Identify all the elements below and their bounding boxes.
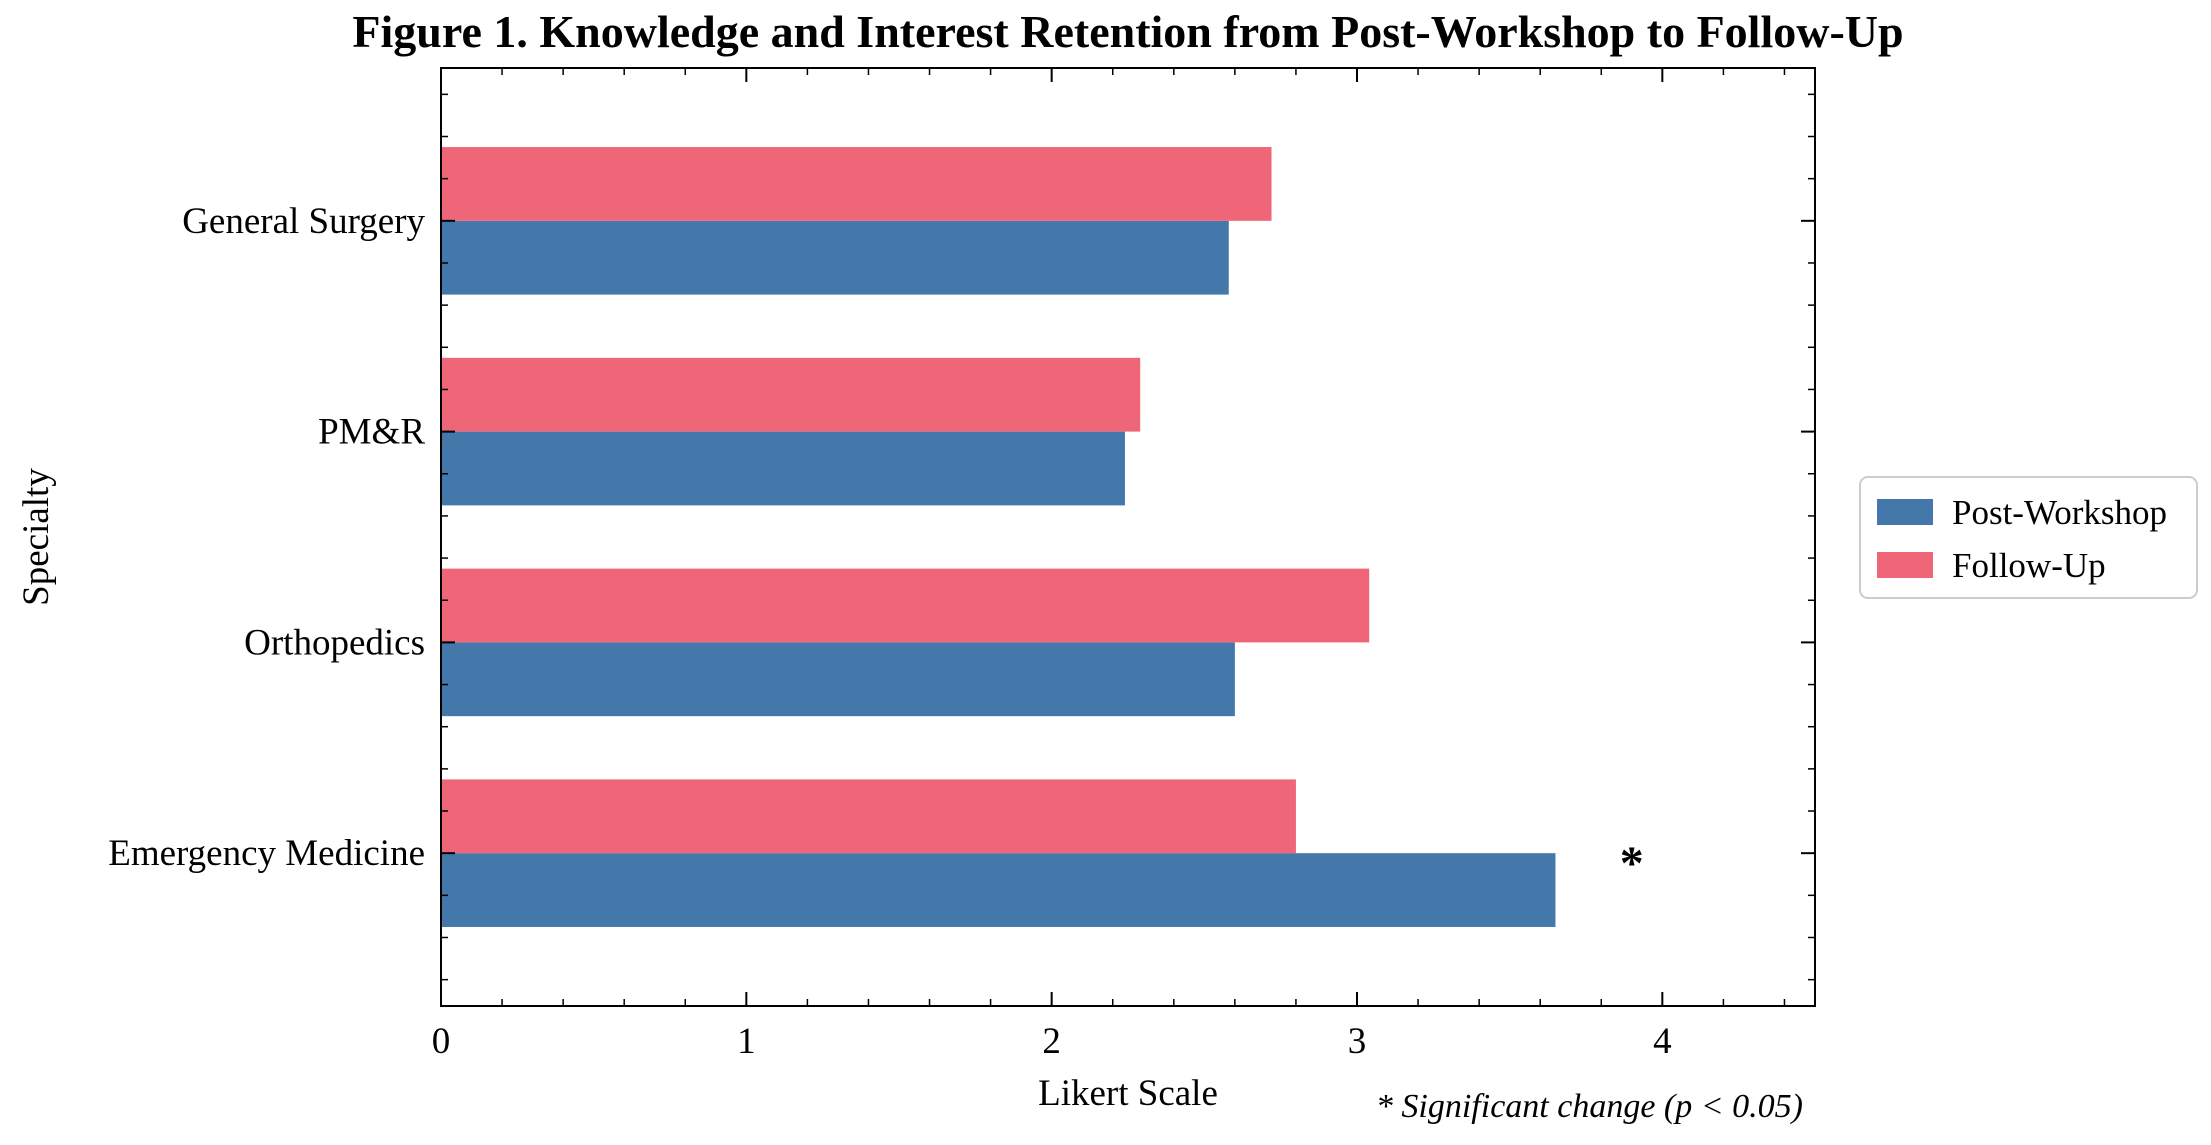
x-tick-label: 1 bbox=[737, 1021, 756, 1062]
legend-swatch-post-workshop bbox=[1877, 499, 1933, 525]
x-tick-label: 0 bbox=[432, 1021, 451, 1062]
legend-frame bbox=[1859, 476, 2198, 599]
bar-post-workshop-general-surgery bbox=[441, 220, 1229, 295]
bar-follow-up-pm-r bbox=[441, 357, 1141, 432]
x-tick-label: 2 bbox=[1042, 1021, 1061, 1062]
legend-label-follow-up: Follow-Up bbox=[1952, 546, 2106, 585]
bar-post-workshop-orthopedics bbox=[441, 642, 1235, 717]
legend: Post-Workshop Follow-Up bbox=[1859, 476, 2198, 599]
bar-post-workshop-pm-r bbox=[441, 431, 1125, 506]
x-axis-label: Likert Scale bbox=[1038, 1073, 1218, 1114]
x-tick-label: 3 bbox=[1348, 1021, 1367, 1062]
legend-label-post-workshop: Post-Workshop bbox=[1952, 493, 2167, 532]
footnote: * Significant change (p < 0.05) bbox=[1376, 1088, 1803, 1125]
bar-post-workshop-emergency-medicine bbox=[441, 853, 1556, 927]
legend-swatch-follow-up bbox=[1877, 552, 1933, 578]
y-tick-label-pm-r: PM&R bbox=[318, 412, 425, 453]
plot-frame bbox=[440, 67, 1816, 1007]
x-tick-label: 4 bbox=[1653, 1021, 1672, 1062]
y-tick-label-orthopedics: Orthopedics bbox=[244, 622, 425, 663]
y-tick-label-general-surgery: General Surgery bbox=[182, 201, 425, 242]
y-axis-label: Specialty bbox=[16, 468, 57, 606]
ticks-layer bbox=[440, 68, 1815, 1006]
chart-title: Figure 1. Knowledge and Interest Retenti… bbox=[352, 6, 1903, 57]
significance-marker: * bbox=[1620, 837, 1644, 890]
bars-layer bbox=[441, 147, 1556, 927]
bar-follow-up-orthopedics bbox=[441, 568, 1370, 643]
labels-layer: 0 1 2 3 4 Emergency Medicine Orthopedics PM&R Ge… bbox=[108, 201, 1671, 1062]
bar-follow-up-general-surgery bbox=[441, 147, 1272, 221]
y-tick-label-emergency-medicine: Emergency Medicine bbox=[108, 833, 425, 874]
bar-follow-up-emergency-medicine bbox=[441, 779, 1296, 854]
